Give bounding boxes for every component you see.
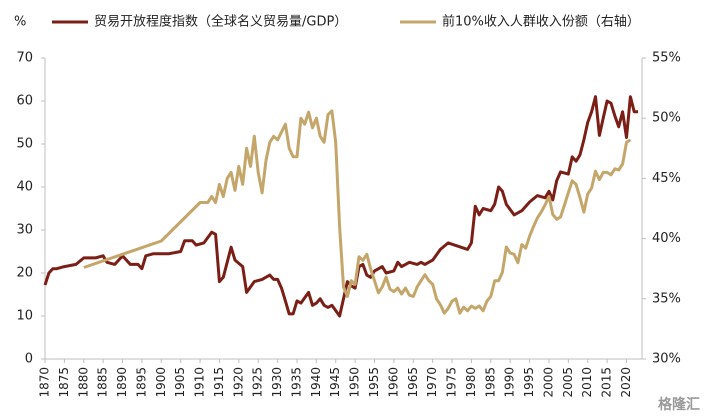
x-tick-label: 1985 [483, 367, 497, 398]
x-tick-label: 1900 [154, 367, 168, 398]
y-tick-label: 40 [16, 180, 33, 195]
series-line [83, 109, 632, 315]
y-tick-label: 50 [16, 137, 33, 152]
x-tick-label: 2005 [561, 367, 575, 398]
y2-tick-label: 50% [652, 111, 681, 126]
x-tick-label: 1970 [425, 367, 439, 398]
x-tick-label: 1870 [38, 367, 52, 398]
y2-tick-label: 55% [652, 51, 681, 66]
y-tick-label: 20 [16, 266, 33, 281]
x-tick-label: 1880 [76, 367, 90, 398]
x-tick-label: 1995 [522, 367, 536, 398]
y2-tick-label: 40% [652, 231, 681, 246]
x-tick-label: 1945 [328, 367, 342, 398]
x-tick-label: 1885 [96, 367, 110, 398]
x-tick-label: 1895 [134, 367, 148, 398]
x-tick-label: 2000 [541, 367, 555, 398]
x-tick-label: 2020 [619, 367, 633, 398]
legend-label: 贸易开放程度指数（全球名义贸易量/GDP） [94, 14, 347, 30]
x-tick-label: 1875 [57, 367, 71, 398]
x-tick-label: 1915 [212, 367, 226, 398]
x-tick-label: 1975 [445, 367, 459, 398]
x-tick-label: 1890 [115, 367, 129, 398]
x-tick-label: 1905 [173, 367, 187, 398]
x-tick-label: 1950 [348, 367, 362, 398]
x-tick-label: 1910 [193, 367, 207, 398]
y-tick-label: 70 [16, 51, 33, 66]
x-tick-label: 1940 [309, 367, 323, 398]
y2-tick-label: 30% [652, 352, 681, 367]
series-line [43, 95, 639, 318]
y-tick-label: 10 [16, 309, 33, 324]
y-tick-label: 30 [16, 223, 33, 238]
x-tick-label: 1960 [386, 367, 400, 398]
x-tick-label: 1965 [406, 367, 420, 398]
x-tick-label: 2015 [600, 367, 614, 398]
y-tick-label: 60 [16, 94, 33, 109]
x-tick-label: 1955 [367, 367, 381, 398]
x-tick-label: 1920 [231, 367, 245, 398]
watermark: 格隆汇 [658, 396, 700, 413]
x-tick-label: 1925 [251, 367, 265, 398]
x-tick-label: 1990 [503, 367, 517, 398]
y2-tick-label: 45% [652, 171, 681, 186]
x-tick-label: 2010 [580, 367, 594, 398]
x-tick-label: 1980 [464, 367, 478, 398]
x-tick-label: 1935 [289, 367, 303, 398]
legend-label: 前10%收入人群收入份额（右轴） [442, 14, 640, 30]
y-axis-label: % [14, 15, 26, 30]
y2-tick-label: 35% [652, 291, 681, 306]
x-tick-label: 1930 [270, 367, 284, 398]
y-tick-label: 0 [25, 352, 33, 367]
